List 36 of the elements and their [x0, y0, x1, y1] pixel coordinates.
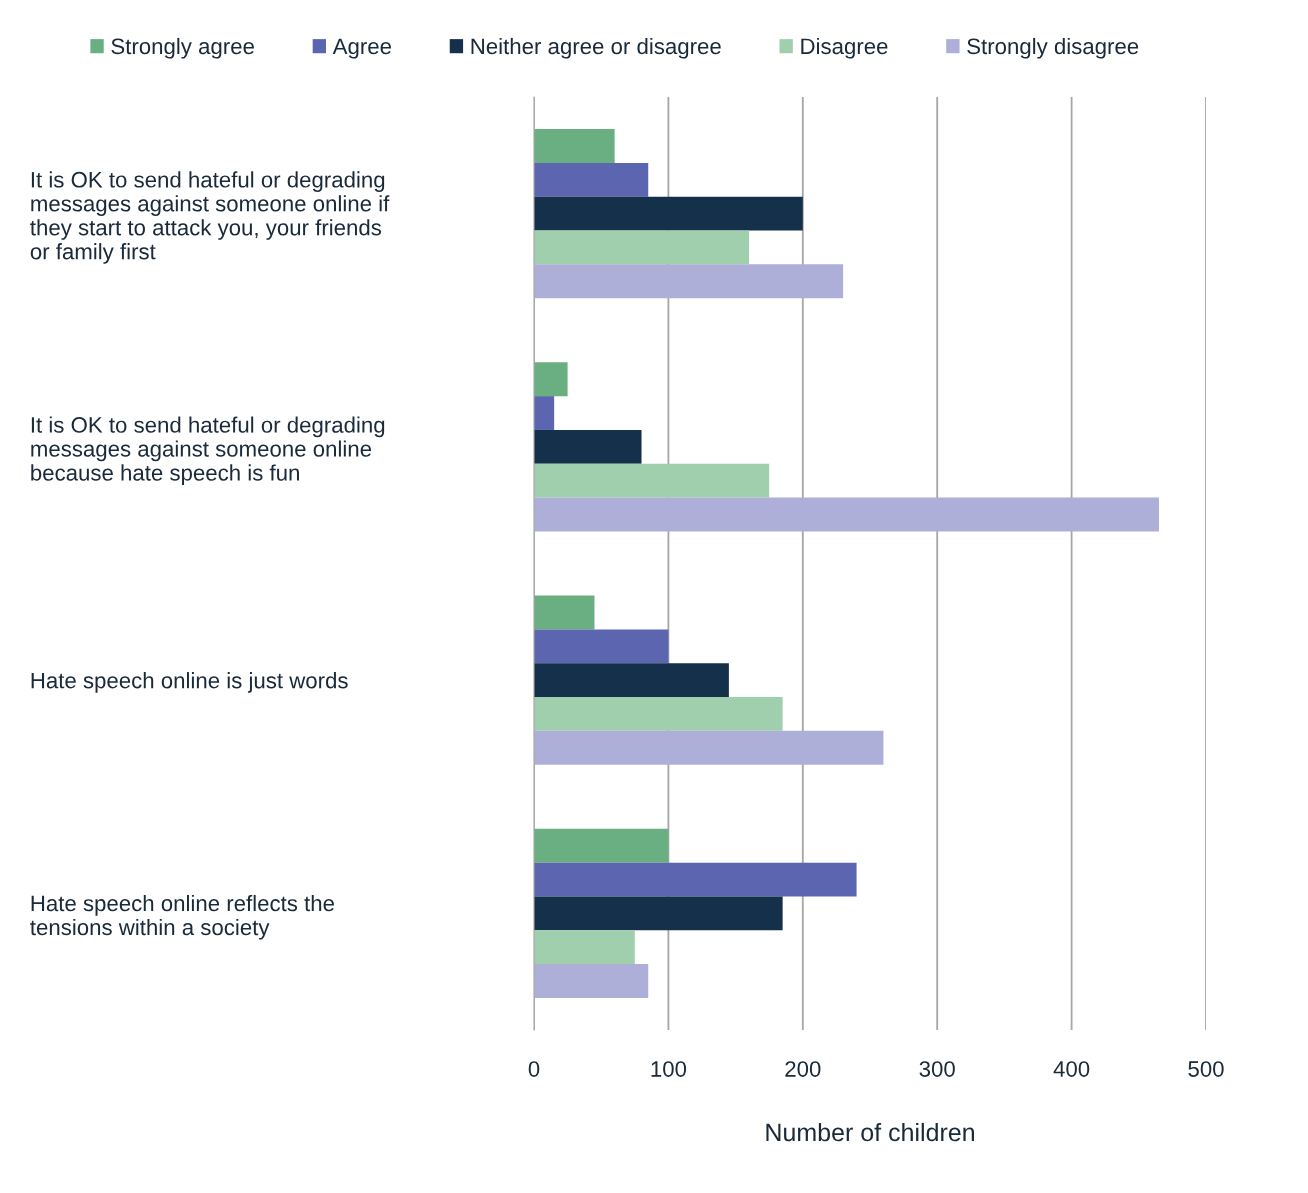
bar: [534, 930, 635, 965]
bar: [534, 595, 595, 630]
bar: [534, 162, 649, 197]
bar: [534, 396, 555, 430]
y-tick-label: It is OK to send hateful or degrading messages against someone online if they start to attack you, your friends or family first: [30, 171, 390, 264]
legend-label: Strongly disagree: [967, 37, 1139, 59]
y-tick-label: It is OK to send hateful or degrading messages against someone online because hate speech is fun: [31, 416, 385, 486]
x-tick-label: 0: [528, 1061, 540, 1077]
y-tick-label: Hate speech online is just words: [31, 672, 348, 693]
legend-label: Neither agree or disagree: [471, 37, 721, 59]
bar: [534, 964, 649, 998]
bar: [534, 230, 750, 265]
legend-label: Disagree: [801, 37, 888, 59]
bar: [534, 862, 857, 897]
y-tick-label: Hate speech online reflects the tensions within a society: [30, 894, 334, 940]
bar: [534, 463, 770, 498]
x-tick-label: 300: [919, 1061, 955, 1077]
bar: [534, 896, 783, 931]
bar: [534, 264, 844, 299]
bar: [534, 362, 568, 397]
x-axis-title: Number of children: [766, 1122, 974, 1142]
x-tick-label: 200: [785, 1061, 821, 1077]
bar: [534, 730, 884, 765]
bar: [534, 497, 1159, 532]
x-tick-label: 500: [1188, 1061, 1224, 1077]
bar: [534, 828, 669, 863]
x-tick-label: 400: [1053, 1061, 1090, 1077]
bar: [534, 429, 642, 464]
bar: [534, 196, 803, 231]
bar: [534, 129, 615, 163]
bar: [534, 663, 729, 698]
bar: [534, 629, 669, 664]
legend-label: Strongly agree: [111, 37, 254, 59]
bar: [534, 697, 783, 731]
legend-label: Agree: [332, 38, 391, 59]
x-tick-label: 100: [651, 1061, 687, 1077]
